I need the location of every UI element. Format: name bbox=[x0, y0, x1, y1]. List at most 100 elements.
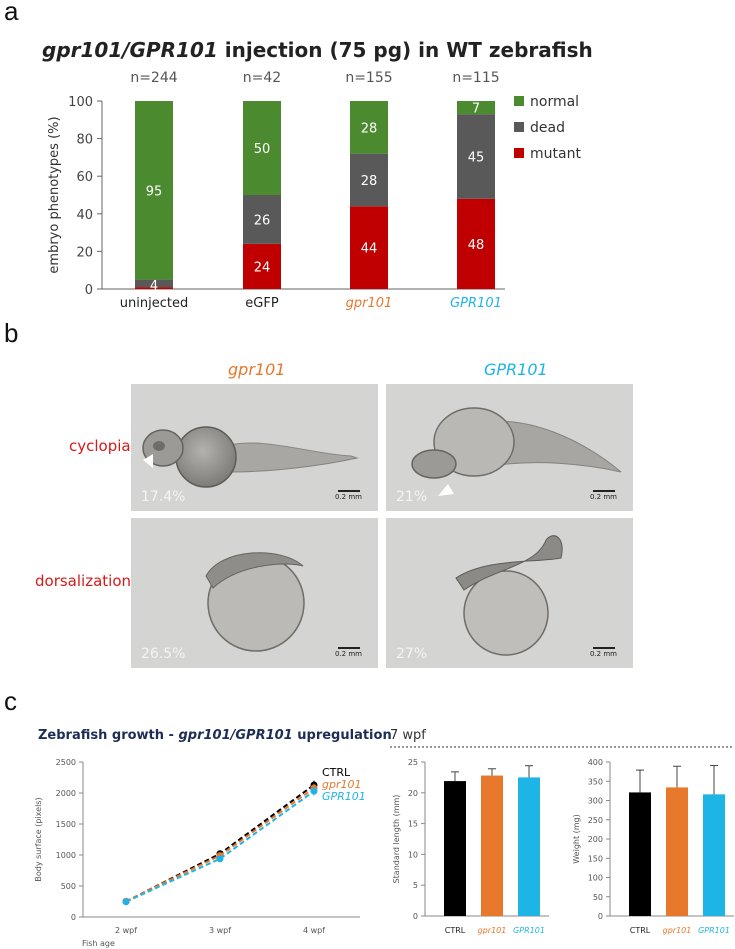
sample-size-label: n=42 bbox=[243, 70, 281, 86]
panel-a-title-gene: gpr101/GPR101 bbox=[42, 38, 218, 62]
y-tick-label: 2000 bbox=[56, 789, 76, 798]
y-tick-label: 25 bbox=[408, 758, 418, 767]
data-label: 28 bbox=[361, 174, 378, 189]
bar-GPR101 bbox=[518, 777, 540, 916]
phenotype-stacked-bar-chart: 0 20 40 60 80 100 embryo phenotypes (%) n=244 un… bbox=[47, 70, 581, 311]
y-tick-label: 0 bbox=[71, 913, 76, 922]
scale-bar: 0.2 mm bbox=[335, 647, 362, 658]
scale-bar: 0.2 mm bbox=[590, 647, 617, 658]
legend-label-dead: dead bbox=[530, 120, 565, 136]
bar-segment-mutant bbox=[350, 206, 388, 289]
arrowhead-icon bbox=[143, 454, 153, 468]
scale-label: 0.2 mm bbox=[590, 650, 617, 658]
weight-bar-chart: 0 50 100 150 200 250 300 350 400 Weight (mg) CTRL g… bbox=[572, 758, 734, 935]
photo-gpr101-dorsalization: 26.5% 0.2 mm bbox=[131, 518, 378, 668]
data-point-GPR101 bbox=[122, 898, 130, 906]
data-label: 28 bbox=[361, 121, 378, 136]
category-label: gpr101 bbox=[478, 926, 507, 935]
y-tick-label: 2500 bbox=[56, 758, 76, 767]
y-tick-label: 150 bbox=[588, 854, 603, 863]
panel-letter-a: a bbox=[4, 0, 19, 26]
y-tick-label: 100 bbox=[68, 95, 93, 110]
series-line-CTRL bbox=[125, 784, 315, 903]
category-label: eGFP bbox=[245, 296, 279, 311]
y-tick-label: 500 bbox=[61, 882, 76, 891]
x-tick-label: 4 wpf bbox=[303, 926, 325, 935]
bar-gpr101 bbox=[481, 775, 503, 916]
data-label: 45 bbox=[468, 150, 485, 165]
embryo-image bbox=[411, 407, 622, 496]
section-divider bbox=[390, 746, 733, 748]
data-label: 24 bbox=[254, 260, 271, 275]
data-point-GPR101 bbox=[216, 855, 224, 863]
y-tick-label: 400 bbox=[588, 758, 603, 767]
arrowhead-icon bbox=[438, 484, 454, 496]
y-tick-label: 250 bbox=[588, 816, 603, 825]
sample-size-label: n=155 bbox=[345, 70, 392, 86]
y-tick-label: 100 bbox=[588, 874, 603, 883]
data-label: 4 bbox=[150, 279, 158, 294]
y-tick-label: 5 bbox=[413, 881, 418, 890]
category-label: CTRL bbox=[445, 926, 466, 935]
photo-GPR101-dorsalization: 27% 0.2 mm bbox=[386, 518, 633, 668]
percentage-label: 21% bbox=[396, 489, 428, 505]
data-label: 7 bbox=[472, 102, 480, 117]
panel-a-title-rest: injection (75 pg) in WT zebrafish bbox=[217, 38, 593, 62]
y-tick-label: 20 bbox=[76, 245, 93, 260]
bar-gpr101 bbox=[666, 787, 688, 916]
bar-segment-dead bbox=[457, 114, 495, 199]
legend-swatch-normal bbox=[514, 96, 524, 106]
bar-segment-dead bbox=[350, 153, 388, 207]
category-label: GPR101 bbox=[698, 926, 730, 935]
bar-GPR101 bbox=[703, 794, 725, 916]
embryo-image bbox=[205, 552, 305, 652]
series-line-GPR101 bbox=[125, 790, 315, 903]
category-label: GPR101 bbox=[450, 296, 502, 311]
photo-gpr101-cyclopia: 17.4% 0.2 mm bbox=[131, 384, 378, 511]
panel-letter-b: b bbox=[4, 318, 19, 348]
y-axis-label: Weight (mg) bbox=[572, 814, 581, 864]
y-tick-label: 40 bbox=[76, 208, 93, 223]
category-label: uninjected bbox=[120, 296, 188, 311]
legend-swatch-mutant bbox=[514, 148, 524, 158]
legend-label-gpr101: gpr101 bbox=[322, 778, 361, 791]
y-tick-label: 0 bbox=[85, 283, 93, 298]
y-axis-label: Standard length (mm) bbox=[392, 795, 401, 884]
bar-segment-normal bbox=[457, 101, 495, 115]
body-surface-line-chart: 0 500 1000 1500 2000 2500 2 wpf 3 wpf 4 wpf Fish … bbox=[34, 758, 366, 948]
y-axis-label: embryo phenotypes (%) bbox=[47, 116, 62, 273]
growth-title-part: Zebrafish growth - bbox=[38, 728, 179, 743]
y-tick-label: 80 bbox=[76, 133, 93, 148]
bar-segment-normal bbox=[350, 101, 388, 154]
y-tick-label: 300 bbox=[588, 797, 603, 806]
y-tick-label: 200 bbox=[588, 835, 603, 844]
legend-label-GPR101: GPR101 bbox=[322, 790, 366, 803]
panel-a-title: gpr101/GPR101 injection (75 pg) in WT ze… bbox=[42, 38, 593, 62]
scale-label: 0.2 mm bbox=[335, 650, 362, 658]
percentage-label: 17.4% bbox=[141, 489, 186, 505]
scale-bar: 0.2 mm bbox=[335, 490, 362, 501]
data-label: 44 bbox=[361, 242, 378, 257]
bar-CTRL bbox=[629, 792, 651, 916]
percentage-label: 27% bbox=[396, 646, 428, 662]
data-label: 50 bbox=[254, 142, 271, 157]
row-label-cyclopia: cyclopia bbox=[69, 437, 131, 455]
bar-segment-normal bbox=[243, 101, 281, 195]
category-label: GPR101 bbox=[513, 926, 545, 935]
column-title-gpr101: gpr101 bbox=[228, 360, 286, 379]
growth-title-genes: gpr101/GPR101 bbox=[178, 728, 293, 743]
y-tick-label: 350 bbox=[588, 777, 603, 786]
bar-segment-mutant bbox=[135, 287, 173, 289]
x-axis-label: Fish age bbox=[82, 939, 115, 948]
bar-segment-dead bbox=[135, 279, 173, 288]
y-tick-label: 15 bbox=[408, 820, 418, 829]
wpf-title: 7 wpf bbox=[390, 728, 426, 743]
bar-segment-mutant bbox=[457, 198, 495, 289]
bar-segment-dead bbox=[243, 195, 281, 244]
y-tick-label: 10 bbox=[408, 850, 418, 859]
legend-swatch-dead bbox=[514, 122, 524, 132]
percentage-label: 26.5% bbox=[141, 646, 186, 662]
y-tick-label: 0 bbox=[598, 912, 603, 921]
scale-bar: 0.2 mm bbox=[590, 490, 617, 501]
scale-label: 0.2 mm bbox=[335, 493, 362, 501]
